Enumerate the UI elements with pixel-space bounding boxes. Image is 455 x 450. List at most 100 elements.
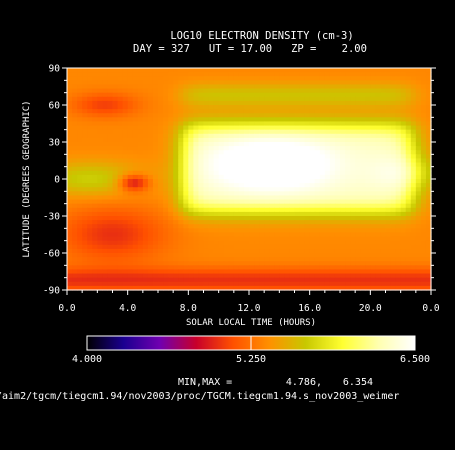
heatmap-cell <box>405 207 412 213</box>
heatmap-cell <box>355 203 361 209</box>
heatmap-cell <box>294 113 301 118</box>
heatmap-cell <box>183 216 189 221</box>
heatmap-cell <box>350 162 356 168</box>
heatmap-cell <box>188 240 194 246</box>
heatmap-cell <box>375 224 382 229</box>
heatmap-cell <box>208 137 215 143</box>
heatmap-cell <box>279 281 285 287</box>
heatmap-cell <box>350 240 356 246</box>
heatmap-cell <box>274 257 280 262</box>
heatmap-cell <box>420 273 427 279</box>
heatmap-cell <box>415 191 422 197</box>
heatmap-cell <box>289 146 296 151</box>
heatmap-cell <box>67 257 73 262</box>
heatmap-cell <box>400 228 407 234</box>
heatmap-cell <box>400 195 407 201</box>
heatmap-cell <box>203 199 210 205</box>
heatmap-cell <box>420 158 427 164</box>
heatmap-cell <box>415 248 422 254</box>
heatmap-cell <box>127 105 134 110</box>
heatmap-cell <box>340 187 346 192</box>
heatmap-cell <box>198 117 205 123</box>
heatmap-cell <box>122 199 129 205</box>
heatmap-cell <box>284 100 291 106</box>
heatmap-cell <box>395 158 402 164</box>
heatmap-cell <box>87 154 93 160</box>
heatmap-cell <box>77 121 83 127</box>
heatmap-cell <box>375 277 382 283</box>
heatmap-cell <box>178 195 184 201</box>
heatmap-cell <box>299 142 306 147</box>
heatmap-cell <box>213 146 220 151</box>
heatmap-cell <box>249 257 255 262</box>
heatmap-cell <box>329 191 336 197</box>
heatmap-cell <box>360 183 366 188</box>
heatmap-cell <box>173 100 179 106</box>
heatmap-cell <box>415 244 422 250</box>
heatmap-cell <box>365 162 371 168</box>
heatmap-cell <box>405 199 412 205</box>
heatmap-cell <box>122 129 129 135</box>
heatmap-cell <box>380 236 387 242</box>
heatmap-cell <box>203 269 210 275</box>
y-tick-label: 60 <box>49 101 61 112</box>
heatmap-cell <box>142 199 149 205</box>
heatmap-cell <box>178 129 184 135</box>
heatmap-cell <box>279 88 285 94</box>
heatmap-cell <box>158 88 164 94</box>
heatmap-cell <box>370 109 376 114</box>
heatmap-cell <box>269 207 275 213</box>
heatmap-cell <box>345 195 351 201</box>
heatmap-cell <box>309 76 316 81</box>
heatmap-cell <box>178 216 184 221</box>
heatmap-cell <box>350 236 356 242</box>
heatmap-cell <box>249 269 255 275</box>
heatmap-cell <box>208 261 215 266</box>
heatmap-cell <box>425 199 432 205</box>
heatmap-cell <box>340 269 346 275</box>
heatmap-cell <box>92 285 98 291</box>
heatmap-cell <box>395 285 402 291</box>
heatmap-cell <box>122 207 129 213</box>
heatmap-cell <box>92 72 98 77</box>
heatmap-cell <box>284 121 291 127</box>
heatmap-cell <box>390 216 397 221</box>
heatmap-cell <box>173 125 179 131</box>
heatmap-cell <box>274 92 280 98</box>
heatmap-cell <box>314 269 321 275</box>
heatmap-cell <box>249 195 255 201</box>
heatmap-cell <box>72 273 78 279</box>
heatmap-cell <box>289 162 296 168</box>
heatmap-cell <box>395 166 402 172</box>
heatmap-cell <box>132 216 139 221</box>
heatmap-cell <box>279 113 285 118</box>
heatmap-cell <box>72 236 78 242</box>
heatmap-cell <box>370 84 376 90</box>
heatmap-cell <box>107 113 114 118</box>
heatmap-cell <box>228 133 235 139</box>
heatmap-cell <box>395 211 402 217</box>
heatmap-cell <box>163 129 169 135</box>
heatmap-cell <box>147 228 154 234</box>
heatmap-cell <box>183 240 189 246</box>
heatmap-cell <box>314 80 321 86</box>
heatmap-cell <box>173 277 179 283</box>
heatmap-cell <box>147 224 154 229</box>
heatmap-cell <box>163 273 169 279</box>
heatmap-cell <box>400 88 407 94</box>
heatmap-cell <box>223 170 230 176</box>
heatmap-cell <box>223 199 230 205</box>
heatmap-cell <box>117 125 124 131</box>
heatmap-cell <box>269 117 275 123</box>
heatmap-cell <box>279 207 285 213</box>
heatmap-cell <box>127 142 134 147</box>
heatmap-cell <box>365 133 371 139</box>
heatmap-cell <box>107 183 114 188</box>
heatmap-cell <box>284 191 291 197</box>
heatmap-cell <box>132 133 139 139</box>
heatmap-cell <box>415 142 422 147</box>
heatmap-cell <box>395 96 402 102</box>
heatmap-cell <box>420 109 427 114</box>
heatmap-cell <box>279 203 285 209</box>
heatmap-cell <box>173 88 179 94</box>
